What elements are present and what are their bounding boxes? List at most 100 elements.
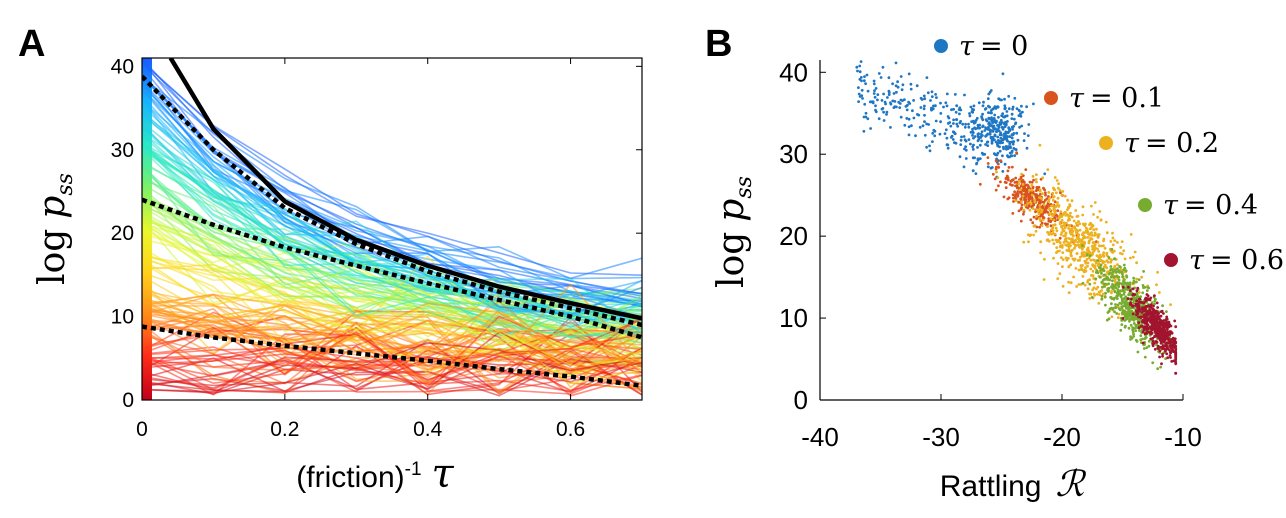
scatter-point xyxy=(1061,190,1065,193)
scatter-point xyxy=(1128,306,1132,309)
scatter-point xyxy=(1041,218,1045,222)
scatter-point xyxy=(939,101,942,105)
scatter-point xyxy=(1156,367,1160,371)
scatter-point xyxy=(1173,319,1177,323)
scatter-point xyxy=(1004,130,1008,134)
scatter-point xyxy=(1107,256,1111,259)
x-tick-label: -20 xyxy=(1043,422,1081,452)
scatter-point xyxy=(1046,222,1049,226)
scatter-point xyxy=(1081,232,1085,236)
scatter-point xyxy=(1096,240,1100,244)
scatter-point xyxy=(1092,286,1096,290)
scatter-point xyxy=(1074,267,1078,270)
scatter-point xyxy=(1067,242,1071,246)
scatter-point xyxy=(1100,294,1104,298)
scatter-point xyxy=(1082,254,1086,258)
scatter-point xyxy=(1004,177,1008,181)
scatter-point xyxy=(1005,136,1009,140)
scatter-point xyxy=(1104,303,1107,307)
scatter-point xyxy=(1019,112,1022,116)
scatter-point xyxy=(1010,117,1014,120)
scatter-point xyxy=(1174,371,1178,375)
scatter-point xyxy=(1137,321,1141,325)
scatter-point xyxy=(1107,309,1111,313)
scatter-point xyxy=(873,89,876,92)
scatter-point xyxy=(1141,330,1145,334)
panel-b-label: B xyxy=(705,23,732,65)
scatter-point xyxy=(1017,200,1020,204)
scatter-point xyxy=(987,125,990,129)
scatter-point xyxy=(1068,224,1072,227)
trajectory-line xyxy=(142,144,642,338)
scatter-point xyxy=(1141,284,1145,287)
scatter-point xyxy=(1108,307,1112,311)
scatter-point xyxy=(1113,290,1117,294)
scatter-point xyxy=(889,102,893,106)
scatter-point xyxy=(953,131,957,135)
scatter-point xyxy=(914,134,917,138)
scatter-point xyxy=(1165,310,1168,313)
scatter-point xyxy=(1096,271,1100,275)
scatter-point xyxy=(1131,281,1135,285)
scatter-point xyxy=(981,134,984,137)
scatter-point xyxy=(1075,285,1078,288)
scatter-point xyxy=(900,88,904,92)
scatter-point xyxy=(1019,197,1023,201)
scatter-point xyxy=(1151,308,1155,311)
scatter-point xyxy=(919,106,923,109)
scatter-point xyxy=(1070,248,1074,252)
scatter-point xyxy=(1149,325,1152,329)
scatter-point xyxy=(1043,188,1046,192)
scatter-point xyxy=(1118,265,1121,268)
scatter-point xyxy=(1156,306,1159,309)
scatter-point xyxy=(1116,316,1120,319)
scatter-point xyxy=(986,156,990,160)
scatter-point xyxy=(1021,194,1025,198)
scatter-point xyxy=(1095,269,1099,272)
scatter-point xyxy=(1125,315,1129,318)
scatter-point xyxy=(886,96,889,99)
scatter-point xyxy=(983,129,987,132)
scatter-point xyxy=(891,99,895,103)
scatter-point xyxy=(972,108,975,112)
scatter-point xyxy=(1146,298,1149,302)
scatter-point xyxy=(1014,148,1017,151)
scatter-point xyxy=(1111,251,1114,254)
scatter-point xyxy=(1156,334,1159,338)
scatter-point xyxy=(994,167,998,171)
scatter-point xyxy=(1064,231,1068,235)
scatter-point xyxy=(1055,229,1059,233)
scatter-point xyxy=(1026,233,1030,237)
scatter-point xyxy=(1155,283,1158,287)
scatter-point xyxy=(1086,261,1090,265)
scatter-point xyxy=(996,139,1000,142)
scatter-point xyxy=(1122,292,1126,296)
scatter-point xyxy=(950,108,953,112)
scatter-point xyxy=(859,60,863,63)
scatter-point xyxy=(1107,277,1110,281)
scatter-point xyxy=(955,122,959,126)
scatter-point xyxy=(1052,218,1056,222)
scatter-point xyxy=(1123,266,1127,270)
scatter-point xyxy=(1081,275,1085,278)
scatter-point xyxy=(1031,175,1035,178)
scatter-point xyxy=(1028,196,1031,200)
scatter-point xyxy=(1121,297,1124,301)
scatter-point xyxy=(1114,271,1118,274)
scatter-point xyxy=(1145,289,1149,292)
scatter-point xyxy=(1022,208,1026,212)
scatter-point xyxy=(974,118,978,122)
scatter-point xyxy=(1174,325,1178,329)
scatter-point xyxy=(962,165,966,169)
scatter-point xyxy=(1101,278,1105,282)
scatter-point xyxy=(1088,250,1092,254)
scatter-point xyxy=(986,162,990,165)
scatter-point xyxy=(1080,238,1084,242)
scatter-point xyxy=(1035,225,1039,229)
scatter-point xyxy=(1047,239,1051,243)
scatter-point xyxy=(960,135,963,139)
scatter-point xyxy=(1112,266,1116,269)
scatter-point xyxy=(1010,149,1014,153)
scatter-point xyxy=(1061,284,1065,288)
scatter-point xyxy=(1131,255,1135,259)
